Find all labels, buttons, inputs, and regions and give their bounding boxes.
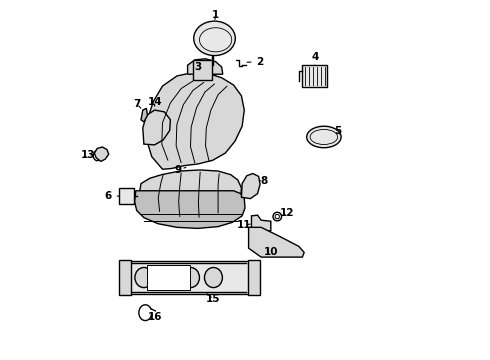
Ellipse shape: [158, 267, 176, 288]
Text: 8: 8: [260, 176, 267, 186]
Circle shape: [309, 135, 313, 139]
Polygon shape: [188, 59, 223, 74]
Circle shape: [273, 212, 282, 221]
Polygon shape: [139, 170, 242, 219]
Polygon shape: [251, 215, 271, 231]
Circle shape: [204, 62, 209, 67]
Text: 4: 4: [311, 52, 318, 65]
Polygon shape: [141, 108, 147, 122]
Polygon shape: [248, 227, 304, 257]
Text: 5: 5: [334, 126, 341, 135]
Polygon shape: [147, 72, 245, 169]
Polygon shape: [95, 147, 109, 161]
Polygon shape: [242, 174, 260, 199]
FancyBboxPatch shape: [193, 60, 212, 80]
Text: 16: 16: [147, 312, 162, 322]
Ellipse shape: [204, 267, 222, 288]
Circle shape: [195, 62, 200, 67]
Text: 15: 15: [206, 294, 220, 304]
FancyBboxPatch shape: [302, 65, 327, 87]
Ellipse shape: [135, 267, 153, 288]
Text: 11: 11: [237, 220, 251, 230]
Polygon shape: [135, 191, 245, 228]
Text: 13: 13: [81, 150, 95, 160]
Text: 2: 2: [247, 57, 264, 67]
Ellipse shape: [194, 21, 235, 55]
FancyBboxPatch shape: [248, 260, 260, 296]
Polygon shape: [143, 110, 171, 145]
FancyBboxPatch shape: [127, 261, 249, 294]
Circle shape: [124, 194, 128, 198]
Text: 9: 9: [174, 165, 186, 175]
FancyBboxPatch shape: [119, 260, 131, 296]
Text: 6: 6: [104, 191, 119, 201]
FancyBboxPatch shape: [147, 265, 190, 291]
Circle shape: [275, 215, 279, 219]
Circle shape: [150, 123, 159, 131]
Ellipse shape: [307, 126, 341, 148]
Ellipse shape: [181, 267, 199, 288]
Text: 1: 1: [212, 10, 219, 20]
Text: 7: 7: [133, 99, 141, 109]
FancyBboxPatch shape: [119, 188, 134, 204]
Text: 12: 12: [280, 208, 294, 218]
Text: 14: 14: [147, 97, 162, 107]
Text: 10: 10: [264, 247, 278, 257]
Text: 3: 3: [194, 62, 201, 72]
